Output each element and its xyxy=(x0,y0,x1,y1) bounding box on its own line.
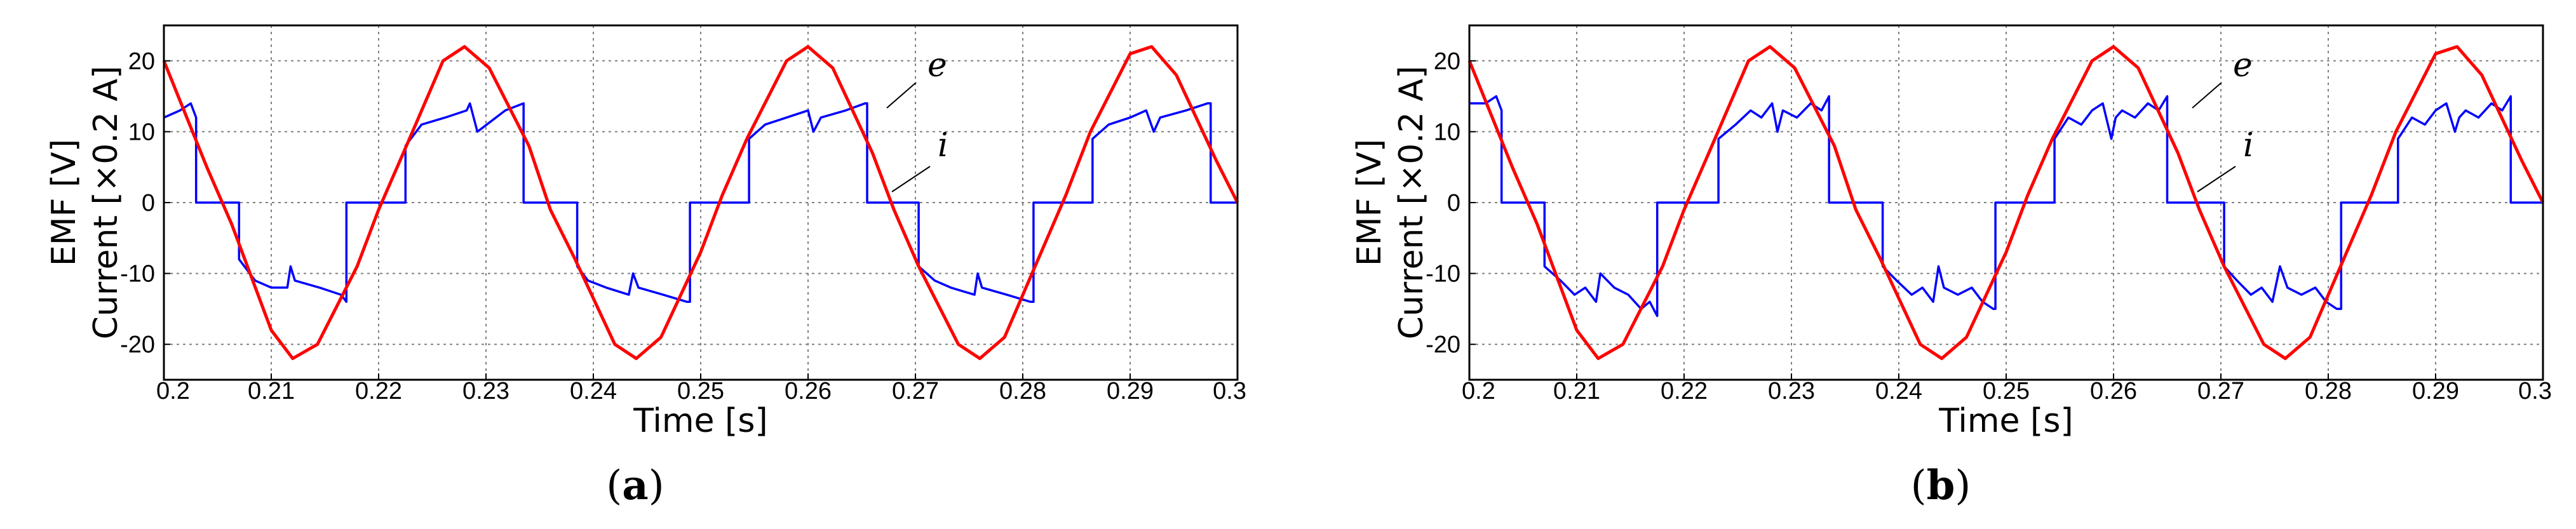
chart-a-svg: 0.2 0.21 0.22 0.23 0.24 0.25 0.26 0.27 0.28 0.29 0… xyxy=(45,24,1246,509)
chart-b-y-axis-title-current: Current [×0.2 A] xyxy=(1393,66,1431,340)
chart-b-label-i-leader xyxy=(2197,166,2236,192)
chart-a-y-tick-label: -20 xyxy=(120,331,155,358)
chart-a-annotations: ei xyxy=(886,46,948,192)
chart-a-series xyxy=(162,45,1239,360)
chart-b-label-e-leader xyxy=(2192,82,2222,109)
chart-a-label-e-leader xyxy=(886,82,917,109)
chart-b-x-tick-label: 0.23 xyxy=(1768,378,1815,405)
chart-b-x-tick-label: 0.26 xyxy=(2090,378,2137,405)
chart-a-y-tick-label: 20 xyxy=(128,48,155,75)
chart-b-x-tick-label: 0.21 xyxy=(1553,378,1600,405)
chart-a-ticks: 0.2 0.21 0.22 0.23 0.24 0.25 0.26 0.27 0.28 0.29 0… xyxy=(120,48,1246,405)
chart-a-x-tick-label: 0.22 xyxy=(355,378,402,405)
chart-a-x-tick-label: 0.3 xyxy=(1213,378,1246,405)
chart-a-x-tick-label: 0.25 xyxy=(677,378,724,405)
chart-b-series-e-line xyxy=(1467,45,2545,360)
chart-b-x-tick-label: 0.2 xyxy=(1462,378,1495,405)
chart-a-x-tick-label: 0.2 xyxy=(156,378,190,405)
chart-b-x-tick-label: 0.25 xyxy=(1983,378,2030,405)
chart-b-label-i: i xyxy=(2243,126,2254,164)
chart-a-x-tick-label: 0.26 xyxy=(785,378,832,405)
chart-b-label-e: e xyxy=(2233,46,2253,84)
chart-b-y-tick-label: 20 xyxy=(1434,48,1460,75)
chart-b-ticks: 0.2 0.21 0.22 0.23 0.24 0.25 0.26 0.27 0.28 0.29 0… xyxy=(1426,48,2552,405)
chart-a-panel-label: (a) xyxy=(606,462,664,509)
chart-a-gridlines xyxy=(164,25,1237,380)
chart-a-x-tick-label: 0.28 xyxy=(999,378,1046,405)
chart-b-x-axis-title: Time [s] xyxy=(1938,402,2073,440)
chart-b-x-tick-label: 0.28 xyxy=(2305,378,2352,405)
chart-a-label-e: e xyxy=(927,46,947,84)
chart-a-y-axis-title-emf: EMF [V] xyxy=(45,139,83,266)
chart-b-panel-label: (b) xyxy=(1911,462,1971,509)
chart-a-x-tick-label: 0.21 xyxy=(248,378,295,405)
chart-a-series-e-line xyxy=(162,45,1239,360)
chart-a-y-tick-label: 10 xyxy=(128,119,155,145)
chart-a-x-tick-label: 0.24 xyxy=(570,378,617,405)
chart-panel-a: 0.2 0.21 0.22 0.23 0.24 0.25 0.26 0.27 0.28 0.29 0… xyxy=(0,0,1271,529)
chart-b-y-tick-label: 10 xyxy=(1434,119,1460,145)
chart-b-x-tick-label: 0.29 xyxy=(2412,378,2459,405)
chart-b-y-axis-title-emf: EMF [V] xyxy=(1351,139,1389,266)
chart-a-y-tick-label: 0 xyxy=(142,190,155,217)
chart-b-y-tick-label: 0 xyxy=(1447,190,1460,217)
chart-a-panel-letter: a xyxy=(622,462,648,509)
chart-b-y-tick-label: -20 xyxy=(1426,331,1460,358)
chart-a-y-tick-label: -10 xyxy=(120,261,155,288)
chart-a-x-axis-title: Time [s] xyxy=(633,402,767,440)
chart-panel-b: 0.2 0.21 0.22 0.23 0.24 0.25 0.26 0.27 0.28 0.29 0… xyxy=(1305,0,2576,529)
chart-b-gridlines xyxy=(1469,25,2543,380)
chart-a-label-i-leader xyxy=(891,166,931,192)
chart-b-x-tick-label: 0.3 xyxy=(2518,378,2552,405)
chart-a-label-i: i xyxy=(938,126,948,164)
chart-b-svg: 0.2 0.21 0.22 0.23 0.24 0.25 0.26 0.27 0.28 0.29 0… xyxy=(1351,24,2552,509)
chart-b-y-tick-label: -10 xyxy=(1426,261,1460,288)
chart-b-x-tick-label: 0.24 xyxy=(1875,378,1922,405)
chart-b-series xyxy=(1467,45,2545,360)
chart-b-x-tick-label: 0.27 xyxy=(2197,378,2244,405)
chart-a-series-i-line xyxy=(163,102,1237,303)
chart-b-panel-letter: b xyxy=(1927,462,1955,509)
chart-a-x-tick-label: 0.23 xyxy=(462,378,509,405)
chart-b-annotations: ei xyxy=(2192,46,2254,192)
chart-a-y-axis-title-current: Current [×0.2 A] xyxy=(87,66,125,340)
chart-a-x-tick-label: 0.29 xyxy=(1107,378,1154,405)
chart-b-x-tick-label: 0.22 xyxy=(1661,378,1708,405)
chart-a-x-tick-label: 0.27 xyxy=(892,378,939,405)
